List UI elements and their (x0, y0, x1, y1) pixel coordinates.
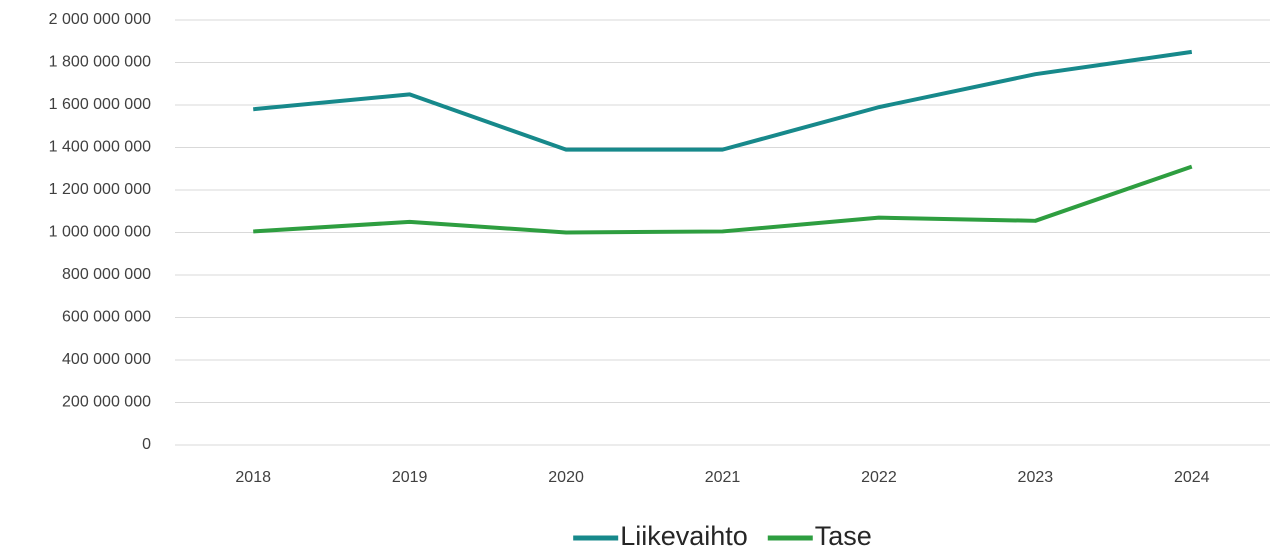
x-tick-label: 2021 (705, 469, 741, 486)
x-tick-label: 2023 (1018, 469, 1054, 486)
y-tick-label: 1 800 000 000 (49, 54, 151, 71)
y-tick-label: 2 000 000 000 (49, 11, 151, 28)
line-series (253, 49, 1193, 152)
x-tick-label: 2022 (861, 469, 897, 486)
x-tick-label: 2024 (1174, 469, 1210, 486)
legend-label: Tase (815, 521, 872, 551)
x-tick-label: 2018 (235, 469, 271, 486)
y-tick-label: 0 (142, 436, 151, 453)
y-tick-label: 1 400 000 000 (49, 139, 151, 156)
y-tick-label: 600 000 000 (62, 309, 151, 326)
line-series (253, 164, 1193, 235)
legend-label: Liikevaihto (620, 521, 748, 551)
y-tick-label: 1 000 000 000 (49, 224, 151, 241)
y-tick-label: 200 000 000 (62, 394, 151, 411)
x-tick-label: 2019 (392, 469, 428, 486)
y-tick-label: 400 000 000 (62, 351, 151, 368)
y-tick-label: 1 600 000 000 (49, 96, 151, 113)
y-tick-label: 1 200 000 000 (49, 181, 151, 198)
y-tick-label: 800 000 000 (62, 266, 151, 283)
x-tick-label: 2020 (548, 469, 584, 486)
